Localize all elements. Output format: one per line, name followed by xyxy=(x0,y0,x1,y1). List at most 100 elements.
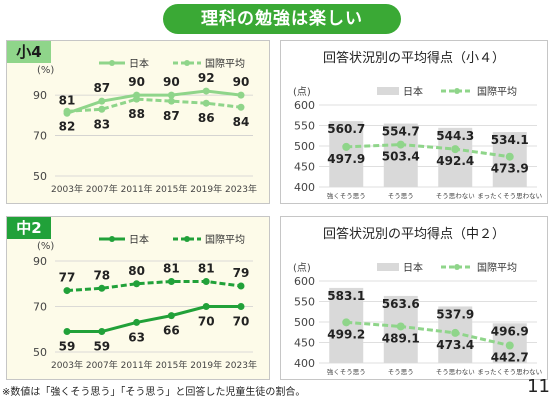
legend-label-intl: 国際平均 xyxy=(477,262,517,274)
grade8-scores-chart: (点) 400 450 500 550 600 日本 国際平均 583.1 563.6 537.9 4… xyxy=(293,261,542,376)
legend-marker-intl xyxy=(454,264,460,270)
x-tick-label: 2023年 xyxy=(225,183,257,195)
point-japan xyxy=(237,91,245,99)
point-japan xyxy=(63,328,71,336)
bar-value-label: 544.3 xyxy=(436,129,474,143)
x-tick-label: 2011年 xyxy=(121,359,153,371)
grade8-trend-panel: 中2 (%) 50 70 90 2003年 2007年 2011年 2015年 2019年 202… xyxy=(6,216,270,380)
x-tick-label: 2003年 xyxy=(51,359,83,371)
y-tick-label: 450 xyxy=(294,337,315,350)
series-line-intl xyxy=(346,143,510,159)
y-tick-label: 70 xyxy=(33,130,47,143)
point-japan xyxy=(167,91,175,99)
legend-label-japan: 日本 xyxy=(403,261,423,274)
category-label: 強くそう思う xyxy=(327,192,366,200)
bar-value-label: 537.9 xyxy=(436,307,474,321)
legend-label-intl: 国際平均 xyxy=(477,86,517,98)
data-label-japan: 90 xyxy=(163,75,180,89)
footnote: ※数値は「強くそう思う」「そう思う」と回答した児童生徒の割合。 xyxy=(2,387,306,398)
line-value-label: 473.9 xyxy=(491,162,529,176)
series-line-japan xyxy=(66,89,242,115)
point-intl xyxy=(98,105,106,113)
data-label-japan: 70 xyxy=(198,315,215,329)
data-label-japan: 66 xyxy=(163,324,180,338)
grade4-scores-chart: (点) 400 450 500 550 600 日本 国際平均 560.7 554.7 544.3 5… xyxy=(293,85,542,200)
y-tick-label: 600 xyxy=(294,99,315,112)
data-label-japan: 87 xyxy=(93,81,110,95)
point-intl xyxy=(202,99,210,107)
point-intl xyxy=(505,152,514,161)
data-label-japan: 59 xyxy=(59,340,76,354)
grade8-scores-panel: 回答状況別の平均得点（中２） (点) 400 450 500 550 600 日本 国際平均 5… xyxy=(280,216,548,380)
data-label-intl: 88 xyxy=(128,107,145,121)
legend-label-intl: 国際平均 xyxy=(205,58,245,70)
line-value-label: 489.1 xyxy=(382,331,420,345)
point-intl xyxy=(133,95,141,103)
series-line-japan xyxy=(67,305,241,334)
grade4-trend-panel: 小4 (%) 50 70 90 2003年 2007年 2011年 2015年 2019年 202… xyxy=(6,40,270,204)
grade4-scores-panel: 回答状況別の平均得点（小４） (点) 400 450 500 550 600 日本 国際平均 5… xyxy=(280,40,548,204)
point-intl xyxy=(167,97,175,105)
line-value-label: 442.7 xyxy=(491,350,529,364)
unit-label: (点) xyxy=(293,86,311,98)
bar-value-label: 563.6 xyxy=(382,297,420,311)
category-label: 強くそう思う xyxy=(327,368,366,376)
legend-swatch-japan xyxy=(377,87,399,95)
category-label: そう思わない xyxy=(436,368,475,376)
data-label-japan: 70 xyxy=(233,315,250,329)
category-label: そう思わない xyxy=(436,192,475,200)
point-japan xyxy=(133,318,141,326)
grade8-scores-title: 回答状況別の平均得点（中２） xyxy=(322,227,505,242)
data-label-intl: 84 xyxy=(233,115,250,129)
bar-value-label: 583.1 xyxy=(327,289,365,303)
y-tick-label: 400 xyxy=(294,357,315,370)
y-tick-label: 450 xyxy=(294,161,315,174)
legend-label-japan: 日本 xyxy=(403,85,423,98)
data-label-intl: 86 xyxy=(198,111,215,125)
x-tick-label: 2007年 xyxy=(86,183,118,195)
data-label-japan: 63 xyxy=(128,330,145,344)
unit-label: (%) xyxy=(37,241,54,252)
y-tick-label: 600 xyxy=(294,275,315,288)
x-tick-label: 2003年 xyxy=(51,183,83,195)
grade4-trend-chart: (%) 50 70 90 2003年 2007年 2011年 2015年 2019年 2023年 日… xyxy=(33,57,257,195)
line-value-label: 492.4 xyxy=(436,154,474,168)
data-label-japan: 90 xyxy=(233,75,250,89)
line-value-label: 499.2 xyxy=(327,327,365,341)
y-tick-label: 90 xyxy=(33,255,47,268)
y-tick-label: 550 xyxy=(294,120,315,133)
data-label-japan: 59 xyxy=(93,340,110,354)
bar-japan xyxy=(383,123,418,187)
point-intl xyxy=(342,318,351,327)
point-intl xyxy=(342,142,351,151)
data-label-intl: 81 xyxy=(198,261,215,275)
point-intl xyxy=(63,287,71,295)
point-intl xyxy=(451,328,460,337)
point-japan xyxy=(237,303,245,310)
legend-swatch-japan xyxy=(377,263,399,271)
x-tick-label: 2015年 xyxy=(155,183,187,195)
grade8-tag: 中2 xyxy=(7,217,51,239)
bar-value-label: 534.1 xyxy=(491,133,529,147)
data-label-intl: 78 xyxy=(93,268,110,282)
category-label: そう思う xyxy=(388,192,414,200)
x-tick-label: 2023年 xyxy=(225,359,257,371)
series-line-intl xyxy=(66,97,242,113)
y-tick-label: 500 xyxy=(294,316,315,329)
data-label-intl: 80 xyxy=(128,264,145,278)
bar-value-label: 554.7 xyxy=(382,125,420,139)
point-japan xyxy=(202,87,210,95)
data-label-intl: 83 xyxy=(93,117,110,131)
data-label-japan: 90 xyxy=(128,75,145,89)
page-title: 理科の勉強は楽しい xyxy=(163,4,401,34)
y-tick-label: 90 xyxy=(33,89,47,102)
x-tick-label: 2019年 xyxy=(190,183,222,195)
point-intl xyxy=(63,107,71,115)
y-tick-label: 550 xyxy=(294,296,315,309)
y-tick-label: 50 xyxy=(33,346,47,359)
data-label-intl: 81 xyxy=(163,261,180,275)
legend-marker-intl xyxy=(454,88,460,94)
page-number: 11 xyxy=(527,376,550,397)
bar-value-label: 496.9 xyxy=(491,324,529,338)
unit-label: (%) xyxy=(37,65,54,76)
